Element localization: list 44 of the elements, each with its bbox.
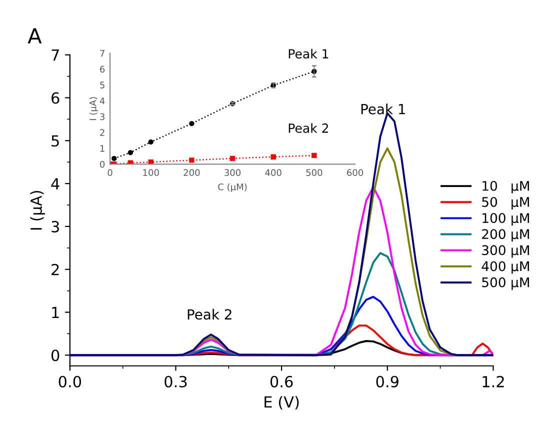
legend-label: 100 µM bbox=[482, 213, 529, 226]
annotation: Peak 2 bbox=[188, 308, 232, 320]
x-tick-label: 400 bbox=[265, 169, 282, 176]
x-tick-label: 1.2 bbox=[482, 376, 504, 388]
annotation: Peak 1 bbox=[361, 104, 405, 114]
legend-label: 50 µM bbox=[482, 196, 529, 210]
y-tick-label: 1 bbox=[100, 145, 104, 152]
x-tick-label: 300 bbox=[224, 169, 241, 176]
x-tick-label: 0 bbox=[108, 169, 112, 176]
x-tick-label: 0.0 bbox=[58, 376, 82, 388]
y-tick-label: 4 bbox=[100, 98, 105, 104]
x-tick-label: 0.6 bbox=[270, 376, 293, 388]
legend-label: 10 µM bbox=[482, 180, 529, 194]
y-tick-label: 7 bbox=[52, 50, 59, 61]
y-tick-label: 5 bbox=[52, 135, 59, 147]
x-tick-label: 500 bbox=[306, 169, 322, 176]
legend-label: 200 µM bbox=[482, 229, 529, 242]
x-tick-label: 200 bbox=[184, 169, 200, 176]
x-tick-label: 600 bbox=[347, 169, 364, 176]
x-tick-label: 100 bbox=[143, 169, 159, 176]
legend-label: 400 µM bbox=[482, 261, 529, 274]
annotation: Peak 2 bbox=[288, 123, 328, 133]
y-tick-label: 3 bbox=[100, 113, 104, 120]
y-tick-label: 2 bbox=[52, 264, 59, 276]
y-tick-label: 0 bbox=[100, 160, 105, 168]
y-tick-label: 3 bbox=[52, 220, 59, 232]
x-axis-title: E (V) bbox=[264, 396, 299, 410]
y-tick-label: 4 bbox=[51, 178, 60, 190]
legend-label: 500 µM bbox=[482, 277, 529, 290]
y-tick-label: 2 bbox=[100, 129, 104, 136]
x-tick-label: 0.9 bbox=[376, 376, 398, 388]
y-tick-label: 1 bbox=[52, 306, 59, 318]
x-tick-label: 0.3 bbox=[164, 376, 187, 388]
y-tick-label: 7 bbox=[100, 50, 104, 57]
x-axis-title: C (µM) bbox=[218, 183, 247, 192]
chart-title: A bbox=[28, 28, 42, 44]
y-tick-label: 0 bbox=[51, 350, 60, 362]
y-tick-label: 6 bbox=[100, 66, 105, 73]
annotation: Peak 1 bbox=[288, 48, 328, 59]
y-tick-label: 5 bbox=[100, 82, 104, 88]
y-axis-title: I (µA) bbox=[89, 97, 98, 120]
y-axis-title: I (µA) bbox=[30, 190, 45, 230]
y-tick-label: 6 bbox=[52, 92, 60, 104]
legend-label: 300 µM bbox=[482, 245, 529, 258]
